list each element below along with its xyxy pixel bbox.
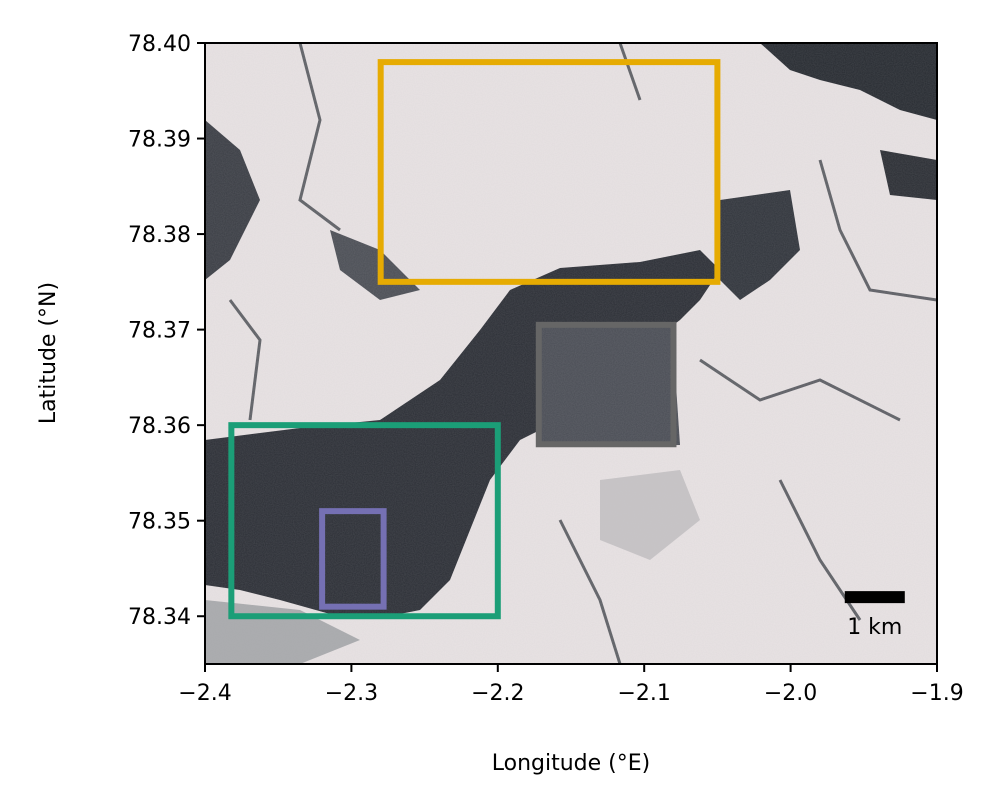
region-box-4 <box>319 508 387 610</box>
scale-bar: 1 km <box>844 591 905 640</box>
region-box-1 <box>377 59 721 285</box>
x-tick-label: −2.0 <box>764 681 817 706</box>
satellite-image <box>205 43 937 664</box>
x-axis: −2.4 −2.3 −2.2 −2.1 −2.0 −1.9 <box>178 664 964 706</box>
x-tick-label: −2.3 <box>325 681 378 706</box>
y-tick-label: 78.39 <box>128 128 191 153</box>
region-boxes <box>228 59 721 620</box>
scale-bar-label: 1 km <box>847 615 902 640</box>
x-tick-label: −2.2 <box>471 681 524 706</box>
x-axis-label: Longitude (°E) <box>492 751 650 776</box>
x-tick-label: −2.1 <box>617 681 670 706</box>
y-axis-label: Latitude (°N) <box>36 282 61 424</box>
y-tick-label: 78.38 <box>128 223 191 248</box>
x-tick-label: −2.4 <box>178 681 231 706</box>
y-axis: 78.34 78.35 78.36 78.37 78.38 78.39 78.40 <box>128 32 205 630</box>
y-tick-label: 78.36 <box>128 414 191 439</box>
y-tick-label: 78.40 <box>128 32 191 57</box>
y-tick-label: 78.34 <box>128 605 191 630</box>
axes-frame <box>204 42 938 665</box>
region-box-2 <box>535 321 677 448</box>
x-tick-label: −1.9 <box>910 681 963 706</box>
region-box-3 <box>228 422 501 620</box>
y-tick-label: 78.35 <box>128 510 191 535</box>
y-tick-label: 78.37 <box>128 319 191 344</box>
scale-bar-rect <box>844 591 905 604</box>
